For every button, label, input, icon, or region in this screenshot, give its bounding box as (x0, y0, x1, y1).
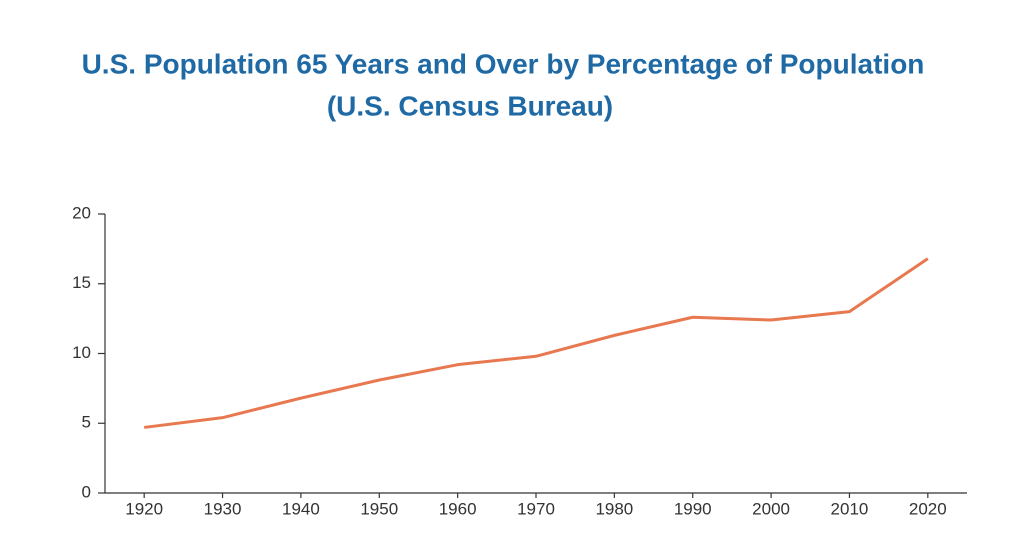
y-tick-label: 20 (72, 203, 91, 222)
x-tick-label: 1980 (595, 499, 633, 518)
chart-title: U.S. Population 65 Years and Over by Per… (82, 48, 925, 79)
x-tick-label: 2010 (831, 499, 869, 518)
y-tick-label: 10 (72, 343, 91, 362)
x-tick-label: 2000 (752, 499, 790, 518)
x-tick-label: 1990 (674, 499, 712, 518)
x-tick-label: 2020 (909, 499, 947, 518)
chart-subtitle: (U.S. Census Bureau) (327, 90, 613, 121)
x-tick-label: 1950 (360, 499, 398, 518)
data-line (143, 257, 929, 429)
x-tick-label: 1960 (439, 499, 477, 518)
y-tick-label: 0 (82, 482, 91, 501)
x-tick-label: 1930 (204, 499, 242, 518)
x-tick-label: 1970 (517, 499, 555, 518)
x-tick-label: 1940 (282, 499, 320, 518)
x-tick-label: 1920 (125, 499, 163, 518)
y-tick-label: 15 (72, 273, 91, 292)
y-tick-label: 5 (82, 413, 91, 432)
